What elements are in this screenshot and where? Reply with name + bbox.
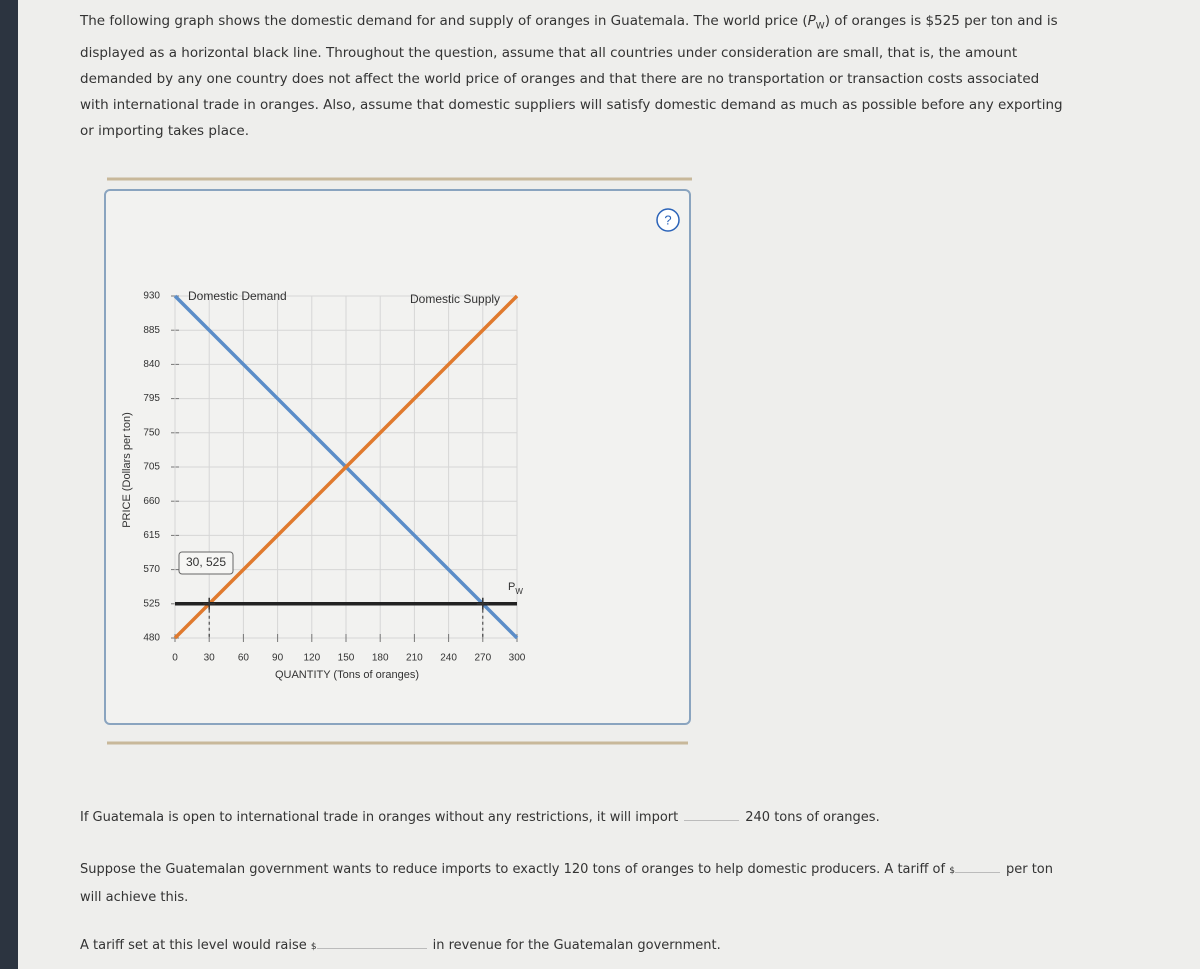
legend-label: Domestic Supply	[410, 292, 500, 306]
x-tick-label: 60	[238, 653, 250, 664]
q2-text: Suppose the Guatemalan government wants …	[80, 862, 946, 877]
help-button[interactable]	[656, 208, 680, 232]
help-icon[interactable]: ?	[664, 212, 671, 227]
point	[203, 597, 216, 610]
x-tick-label: 90	[272, 653, 284, 664]
intro-text: The following graph shows the domestic d…	[80, 8, 1070, 144]
annotation: 30, 525	[186, 555, 226, 569]
q1-text: If Guatemala is open to international tr…	[80, 810, 679, 825]
q3-input[interactable]	[316, 948, 427, 949]
q2-text: per ton	[1005, 862, 1053, 877]
question-2-line2: will achieve this.	[80, 890, 189, 905]
legend-label: W	[515, 587, 523, 596]
y-tick-label: 750	[143, 427, 160, 438]
chart-panel	[104, 189, 691, 725]
currency: $	[949, 866, 955, 876]
y-tick-label: 885	[143, 325, 160, 336]
y-tick-label: 615	[143, 530, 160, 541]
x-tick-label: 30	[204, 653, 216, 664]
y-tick-label: 480	[143, 633, 160, 644]
y-axis-label: PRICE (Dollars per ton)	[121, 412, 133, 528]
sidebar	[0, 0, 18, 969]
question-2: Suppose the Guatemalan government wants …	[80, 862, 1053, 877]
x-tick-label: 240	[440, 653, 457, 664]
x-tick-label: 210	[406, 653, 423, 664]
currency: $	[310, 942, 317, 952]
x-tick-label: 120	[303, 653, 320, 664]
y-tick-label: 660	[143, 496, 160, 507]
legend-label: Domestic Demand	[188, 289, 287, 303]
question-3: A tariff set at this level would raise $…	[80, 938, 721, 953]
series-line	[173, 294, 519, 640]
y-tick-label: 525	[143, 598, 160, 609]
q2-input[interactable]	[954, 872, 1000, 873]
y-tick-label: 930	[143, 291, 160, 302]
q3-text: in revenue for the Guatemalan government…	[432, 938, 721, 953]
x-tick-label: 180	[372, 653, 389, 664]
y-tick-label: 840	[143, 359, 160, 370]
y-tick-label: 570	[143, 564, 160, 575]
legend-label: P	[508, 581, 515, 593]
intro-part: ) of oranges is $525 per ton and is disp…	[80, 13, 1063, 139]
x-tick-label: 270	[474, 653, 491, 664]
y-tick-label: 705	[143, 462, 160, 473]
question-1: If Guatemala is open to international tr…	[80, 810, 880, 825]
q1-text: tons of oranges.	[774, 810, 880, 825]
x-axis-label: QUANTITY (Tons of oranges)	[275, 669, 419, 681]
legend-label: PW	[508, 581, 523, 596]
point	[476, 597, 489, 610]
q1-answer[interactable]: 240	[745, 810, 771, 825]
x-tick-label: 0	[172, 653, 178, 664]
x-tick-label: 300	[509, 653, 526, 664]
intro-part: P	[807, 13, 816, 29]
intro-part: W	[815, 21, 825, 32]
x-tick-label: 150	[338, 653, 355, 664]
annotation-box	[178, 551, 234, 575]
q3-text: A tariff set at this level would raise	[80, 938, 307, 953]
intro-part: The following graph shows the domestic d…	[80, 13, 808, 29]
y-tick-label: 795	[143, 393, 160, 404]
